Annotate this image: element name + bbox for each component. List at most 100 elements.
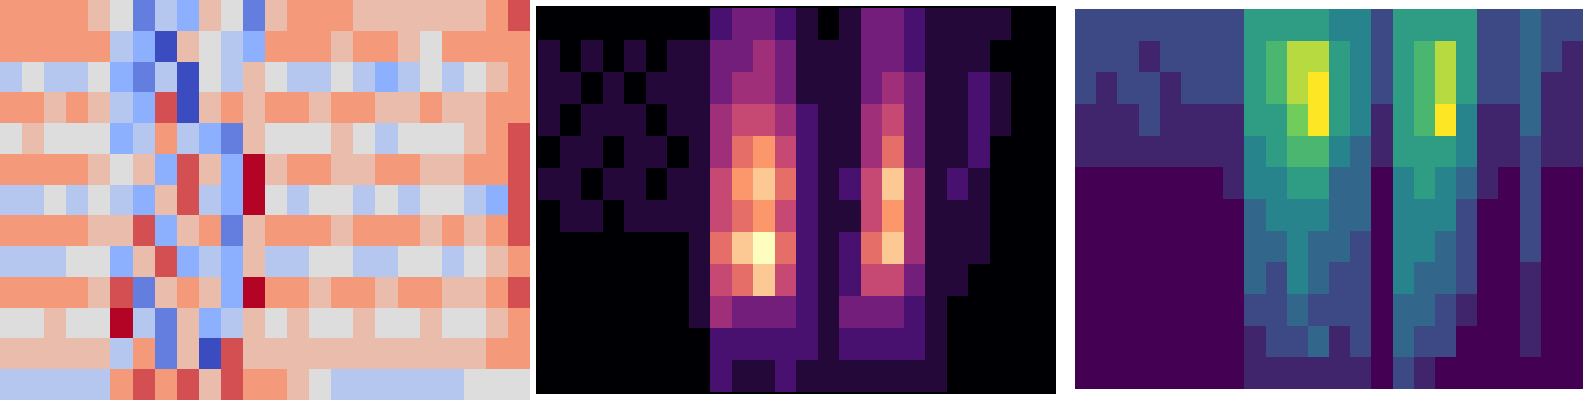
heatmap-cell	[538, 296, 560, 329]
heatmap-cell	[1329, 136, 1351, 168]
heatmap-cell	[1096, 357, 1118, 389]
heatmap-cell	[155, 308, 178, 339]
heatmap-cell	[331, 246, 354, 277]
heatmap-cell	[1520, 326, 1542, 358]
heatmap-cell	[353, 123, 376, 154]
heatmap-heatmap	[538, 8, 1054, 392]
heatmap-cell	[287, 369, 310, 400]
heatmap-cell	[1266, 41, 1288, 73]
heatmap-cell	[1350, 357, 1372, 389]
heatmap-cell	[486, 215, 509, 246]
heatmap-cell	[1096, 9, 1118, 41]
heatmap-cell	[1371, 231, 1393, 263]
heatmap-cell	[753, 40, 775, 73]
heatmap-cell	[1456, 41, 1478, 73]
heatmap-cell	[486, 0, 509, 31]
heatmap-cell	[796, 8, 818, 41]
heatmap-cell	[1371, 41, 1393, 73]
heatmap-cell	[990, 264, 1012, 297]
heatmap-cell	[309, 246, 332, 277]
heatmap-cell	[1435, 167, 1457, 199]
heatmap-cell	[1371, 72, 1393, 104]
heatmap-cell	[624, 168, 646, 201]
heatmap-cell	[155, 123, 178, 154]
heatmap-cell	[1244, 231, 1266, 263]
heatmap-cell	[1096, 104, 1118, 136]
heatmap-cell	[1498, 167, 1520, 199]
heatmap-cell	[1181, 294, 1203, 326]
heatmap-cell	[1033, 232, 1055, 265]
heatmap-cell	[1160, 167, 1182, 199]
heatmap-cell	[904, 136, 926, 169]
heatmap-cell	[1033, 40, 1055, 73]
heatmap-cell	[1075, 136, 1097, 168]
heatmap-cell	[1350, 199, 1372, 231]
heatmap-cell	[0, 0, 23, 31]
heatmap-cell	[925, 360, 947, 392]
heatmap-cell	[775, 40, 797, 73]
heatmap-cell	[904, 40, 926, 73]
heatmap-cell	[947, 232, 969, 265]
heatmap-cell	[442, 92, 465, 123]
heatmap-cell	[1308, 294, 1330, 326]
heatmap-cell	[1266, 199, 1288, 231]
heatmap-cell	[110, 338, 133, 369]
heatmap-cell	[1520, 294, 1542, 326]
heatmap-cell	[221, 338, 244, 369]
heatmap-cell	[990, 200, 1012, 233]
heatmap-cell	[1181, 9, 1203, 41]
heatmap-cell	[0, 277, 23, 308]
heatmap-cell	[508, 308, 530, 339]
heatmap-cell	[689, 264, 711, 297]
heatmap-cell	[1477, 9, 1499, 41]
heatmap-cell	[1350, 41, 1372, 73]
heatmap-cell	[861, 296, 883, 329]
heatmap-cell	[1477, 72, 1499, 104]
heatmap-cell	[1329, 262, 1351, 294]
heatmap-cell	[538, 360, 560, 392]
heatmap-cell	[1244, 41, 1266, 73]
heatmap-cell	[309, 369, 332, 400]
heatmap-cell	[581, 232, 603, 265]
heatmap-cell	[287, 277, 310, 308]
heatmap-cell	[420, 154, 443, 185]
heatmap-cell	[753, 264, 775, 297]
heatmap-cell	[818, 264, 840, 297]
heatmap-cell	[375, 215, 398, 246]
heatmap-cell	[398, 185, 421, 216]
heatmap-cell	[1202, 72, 1224, 104]
heatmap-cell	[1139, 294, 1161, 326]
heatmap-cell	[1223, 231, 1245, 263]
heatmap-cell	[667, 168, 689, 201]
heatmap-cell	[839, 328, 861, 361]
heatmap-cell	[420, 277, 443, 308]
heatmap-cell	[221, 92, 244, 123]
heatmap-cell	[88, 246, 111, 277]
heatmap-cell	[968, 200, 990, 233]
heatmap-cell	[1160, 231, 1182, 263]
heatmap-cell	[861, 232, 883, 265]
heatmap-cell	[925, 8, 947, 41]
heatmap-cell	[796, 232, 818, 265]
heatmap-cell	[1244, 357, 1266, 389]
heatmap-cell	[0, 308, 23, 339]
heatmap-cell	[1096, 231, 1118, 263]
heatmap-cell	[947, 296, 969, 329]
heatmap-cell	[486, 62, 509, 93]
heatmap-cell	[177, 92, 200, 123]
heatmap-cell	[221, 215, 244, 246]
heatmap-cell	[1562, 41, 1583, 73]
heatmap-cell	[1350, 136, 1372, 168]
heatmap-cell	[155, 338, 178, 369]
heatmap-cell	[904, 104, 926, 137]
heatmap-cell	[309, 154, 332, 185]
heatmap-cell	[66, 92, 89, 123]
heatmap-cell	[133, 246, 156, 277]
heatmap-cell	[818, 136, 840, 169]
heatmap-cell	[353, 154, 376, 185]
heatmap-cell	[1223, 294, 1245, 326]
heatmap-cell	[1329, 199, 1351, 231]
heatmap-cell	[464, 0, 487, 31]
heatmap-cell	[882, 104, 904, 137]
heatmap-cell	[1456, 199, 1478, 231]
